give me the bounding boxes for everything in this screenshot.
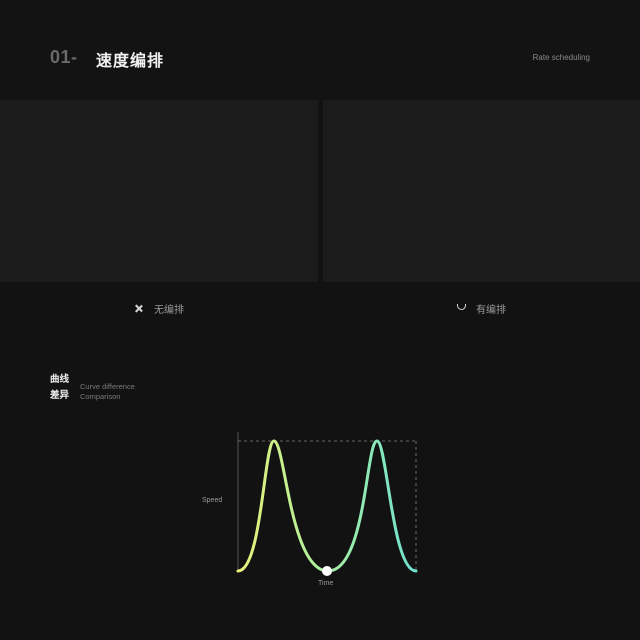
section-subtitle: Rate scheduling: [532, 53, 590, 62]
section-title: 速度编排: [96, 53, 165, 70]
option-without-scheduling[interactable]: 无编排: [132, 301, 184, 316]
curve-title-line1: 曲线: [50, 374, 70, 385]
section-number: 01-: [50, 47, 78, 67]
preview-panel-without: [0, 100, 318, 282]
option-with-label: 有编排: [476, 305, 506, 316]
curve-subtitle-line2: Comparison: [80, 392, 121, 401]
preview-panel-with: [323, 100, 640, 282]
x-axis-label: Time: [318, 580, 334, 587]
speed-curve: [236, 439, 418, 573]
option-with-scheduling[interactable]: 有编排: [454, 301, 506, 316]
smile-icon: [454, 302, 468, 316]
curve-title-line2: 差异: [50, 390, 70, 401]
y-axis-label: Speed: [202, 497, 223, 504]
curve-subtitle-line1: Curve difference: [80, 382, 135, 391]
curve-title: 曲线 差异: [50, 372, 69, 404]
section-header: 01- 速度编排 Rate scheduling: [0, 0, 640, 100]
time-marker[interactable]: [322, 566, 332, 576]
option-without-label: 无编排: [154, 305, 184, 316]
curve-subtitle: Curve difference Comparison: [80, 382, 135, 402]
